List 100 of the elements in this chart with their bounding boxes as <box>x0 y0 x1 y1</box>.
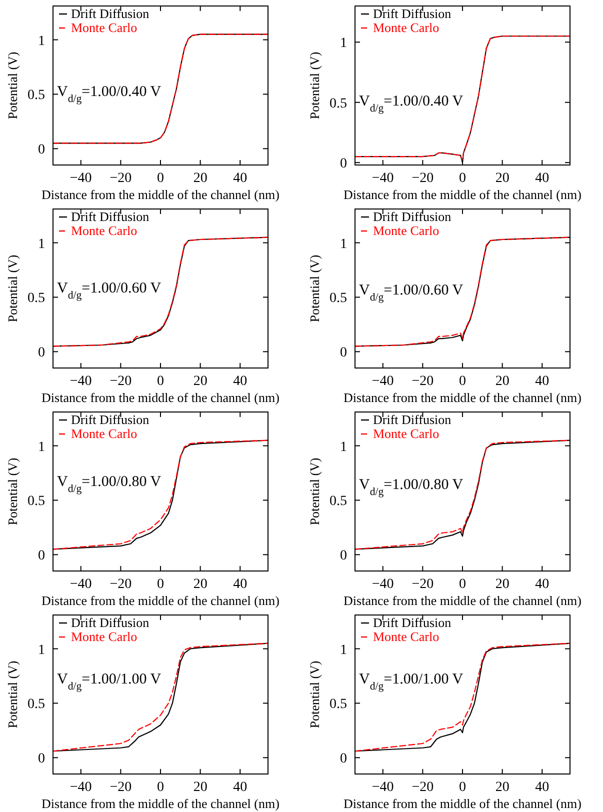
y-tick-label: 0.5 <box>330 494 347 510</box>
x-tick-label: 0 <box>459 171 466 186</box>
x-tick-label: 20 <box>193 577 208 592</box>
annotation: V$_{d/g}$=1.00/0.40 V <box>57 84 162 106</box>
legend-label: Monte Carlo <box>71 426 138 441</box>
x-axis-title: Distance from the middle of the channel (nm) <box>344 390 582 405</box>
x-tick-label: −40 <box>70 577 92 592</box>
x-tick-label: −20 <box>412 171 434 186</box>
y-tick-label: 0 <box>38 346 45 361</box>
x-axis-title: Distance from the middle of the channel (nm) <box>42 796 280 811</box>
legend-label: Drift Diffusion <box>71 412 150 427</box>
x-tick-label: −40 <box>70 171 92 186</box>
y-tick-label: 0 <box>38 752 45 767</box>
legend-label: Monte Carlo <box>71 20 138 35</box>
y-axis-title: Potential (V) <box>307 254 322 322</box>
x-tick-label: 40 <box>535 780 550 795</box>
y-tick-label: 0 <box>340 346 347 361</box>
x-axis-title: Distance from the middle of the channel (nm) <box>42 390 280 405</box>
x-tick-label: 0 <box>459 780 466 795</box>
x-tick-label: 20 <box>495 171 510 186</box>
legend-label: Drift Diffusion <box>71 615 150 630</box>
y-tick-label: 1 <box>38 440 45 455</box>
x-tick-label: 0 <box>157 577 164 592</box>
x-tick-label: 40 <box>233 577 248 592</box>
x-tick-label: 20 <box>495 577 510 592</box>
x-tick-label: −20 <box>412 780 434 795</box>
annotation: V$_{d/g}$=1.00/1.00 V <box>359 671 464 692</box>
y-tick-label: 0.5 <box>330 96 347 112</box>
x-tick-label: 40 <box>233 780 248 795</box>
legend-label: Drift Diffusion <box>373 615 452 630</box>
x-tick-label: 40 <box>535 577 550 592</box>
x-axis-title: Distance from the middle of the channel (nm) <box>344 593 582 608</box>
x-tick-label: 40 <box>233 374 248 389</box>
x-axis-title: Distance from the middle of the channel (nm) <box>42 187 280 202</box>
x-axis-title: Distance from the middle of the channel (nm) <box>344 187 582 202</box>
legend-label: Drift Diffusion <box>373 412 452 427</box>
y-tick-label: 0 <box>340 548 347 564</box>
x-tick-label: 20 <box>193 171 208 186</box>
y-tick-label: 0.5 <box>28 494 45 510</box>
y-tick-label: 1 <box>38 34 45 49</box>
x-tick-label: 20 <box>193 374 208 389</box>
legend-label: Monte Carlo <box>373 20 440 35</box>
y-axis-title: Potential (V) <box>5 254 20 322</box>
x-tick-label: −40 <box>372 577 394 592</box>
y-axis-title: Potential (V) <box>307 660 322 728</box>
y-tick-label: 0 <box>38 548 45 564</box>
x-tick-label: −20 <box>412 577 434 592</box>
y-tick-label: 1 <box>340 642 347 658</box>
y-tick-label: 1 <box>340 236 347 252</box>
x-tick-label: −40 <box>70 374 92 389</box>
y-tick-label: 1 <box>38 642 45 658</box>
x-tick-label: 20 <box>495 374 510 389</box>
y-tick-label: 0.5 <box>28 88 45 104</box>
legend-label: Monte Carlo <box>71 629 138 644</box>
legend-label: Drift Diffusion <box>373 209 452 224</box>
x-tick-label: −20 <box>110 374 132 389</box>
x-tick-label: 0 <box>157 171 164 186</box>
y-axis-title: Potential (V) <box>307 52 322 120</box>
legend-label: Monte Carlo <box>373 426 440 441</box>
x-tick-label: 40 <box>535 374 550 389</box>
x-tick-label: −40 <box>372 780 394 795</box>
legend-label: Monte Carlo <box>373 223 440 238</box>
y-tick-label: 0.5 <box>330 697 347 712</box>
x-axis-title: Distance from the middle of the channel (nm) <box>344 796 582 811</box>
x-tick-label: 0 <box>157 780 164 795</box>
y-tick-label: 1 <box>38 236 45 252</box>
y-tick-label: 0 <box>38 142 45 158</box>
x-tick-label: 0 <box>157 374 164 389</box>
x-tick-label: 0 <box>459 374 466 389</box>
x-tick-label: −40 <box>70 780 92 795</box>
annotation: V$_{d/g}$=1.00/0.80 V <box>57 474 162 495</box>
x-tick-label: −20 <box>412 374 434 389</box>
x-tick-label: 20 <box>495 780 510 795</box>
legend-label: Monte Carlo <box>373 629 440 644</box>
legend-label: Drift Diffusion <box>71 6 150 21</box>
annotation: V$_{d/g}$=1.00/0.80 V <box>359 477 464 498</box>
y-axis-title: Potential (V) <box>5 660 20 728</box>
legend-label: Monte Carlo <box>71 223 138 238</box>
x-axis-title: Distance from the middle of the channel (nm) <box>42 593 280 608</box>
annotation: V$_{d/g}$=1.00/0.60 V <box>359 282 464 304</box>
y-tick-label: 1 <box>340 440 347 455</box>
x-tick-label: −40 <box>372 171 394 186</box>
y-axis-title: Potential (V) <box>5 52 20 120</box>
y-axis-title: Potential (V) <box>5 458 20 526</box>
x-tick-label: −20 <box>110 780 132 795</box>
x-tick-label: 0 <box>459 577 466 592</box>
annotation: V$_{d/g}$=1.00/1.00 V <box>57 671 162 692</box>
legend-label: Drift Diffusion <box>71 209 150 224</box>
y-tick-label: 0 <box>340 752 347 767</box>
x-tick-label: −20 <box>110 577 132 592</box>
x-tick-label: 40 <box>233 171 248 186</box>
legend-label: Drift Diffusion <box>373 6 452 21</box>
y-tick-label: 0 <box>340 156 347 172</box>
x-tick-label: −40 <box>372 374 394 389</box>
y-tick-label: 0.5 <box>28 291 45 306</box>
y-axis-title: Potential (V) <box>307 458 322 526</box>
x-tick-label: −20 <box>110 171 132 186</box>
y-tick-label: 0.5 <box>28 697 45 712</box>
x-tick-label: 20 <box>193 780 208 795</box>
y-tick-label: 1 <box>340 36 347 52</box>
